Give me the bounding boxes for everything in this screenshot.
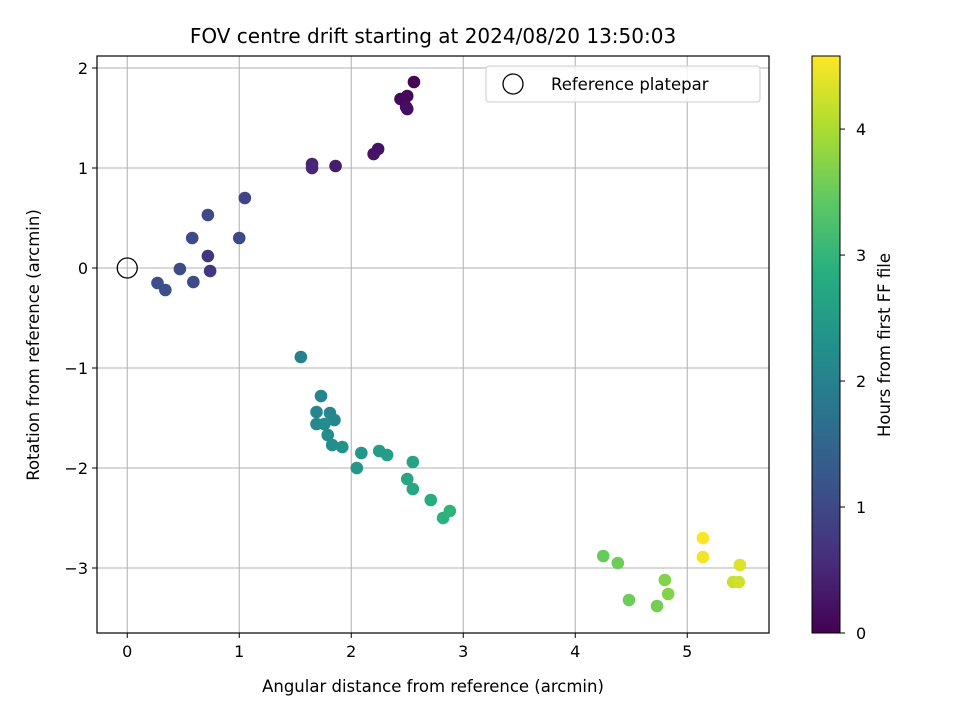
data-point <box>185 231 199 245</box>
data-point <box>696 550 710 564</box>
legend-box <box>485 65 761 103</box>
x-tick-label: 4 <box>570 642 580 661</box>
y-axis-ticks: −3 −2 −1 0 1 2 <box>64 59 97 578</box>
colorbar-tick-label: 2 <box>856 372 866 391</box>
colorbar: 0 1 2 3 4 Hours from first FF file <box>811 55 894 643</box>
reference-platepar-marker <box>116 257 138 279</box>
data-point <box>187 275 200 289</box>
data-point <box>173 262 187 276</box>
data-point <box>329 159 342 173</box>
data-point <box>203 264 217 278</box>
data-point <box>380 448 394 462</box>
data-point <box>350 461 364 475</box>
x-axis-ticks: 0 1 2 3 4 5 <box>122 633 692 661</box>
y-tick-label: −3 <box>64 559 88 578</box>
data-point <box>596 549 610 563</box>
data-point <box>232 231 246 245</box>
data-point <box>400 89 414 103</box>
data-point <box>335 440 349 454</box>
data-point <box>611 556 625 570</box>
y-tick-label: 0 <box>78 259 88 278</box>
data-point <box>406 455 420 469</box>
colorbar-tick-label: 1 <box>856 498 866 517</box>
data-point <box>622 593 636 607</box>
data-point <box>661 587 675 601</box>
x-tick-label: 2 <box>346 642 356 661</box>
data-point <box>314 389 328 403</box>
colorbar-tick-label: 0 <box>856 624 866 643</box>
data-point <box>355 446 368 460</box>
data-point <box>367 147 380 161</box>
y-tick-label: −1 <box>64 359 88 378</box>
grid-lines <box>97 56 769 633</box>
data-point <box>238 191 252 205</box>
data-point <box>294 350 308 364</box>
colorbar-gradient <box>811 55 841 634</box>
data-points <box>116 75 747 613</box>
y-tick-label: 2 <box>78 59 88 78</box>
data-point <box>321 428 335 442</box>
data-point <box>650 599 664 613</box>
data-point <box>328 413 341 427</box>
x-tick-label: 1 <box>234 642 244 661</box>
data-point <box>407 75 421 89</box>
data-point <box>732 575 746 589</box>
data-point <box>400 102 414 116</box>
data-point <box>424 493 438 507</box>
x-tick-label: 5 <box>682 642 692 661</box>
data-point <box>305 161 319 175</box>
chart-title: FOV centre drift starting at 2024/08/20 … <box>190 24 676 48</box>
x-tick-label: 3 <box>458 642 468 661</box>
y-axis-label: Rotation from reference (arcmin) <box>24 209 43 481</box>
data-point <box>733 558 747 572</box>
colorbar-tick-label: 4 <box>856 120 866 139</box>
data-point <box>443 504 457 518</box>
data-point <box>400 472 414 486</box>
data-point <box>201 249 215 263</box>
data-point <box>310 405 323 419</box>
x-axis-label: Angular distance from reference (arcmin) <box>262 677 604 696</box>
data-point <box>406 482 420 496</box>
data-point <box>658 573 672 587</box>
colorbar-label: Hours from first FF file <box>875 253 894 437</box>
data-point <box>318 417 331 431</box>
y-tick-label: 1 <box>78 159 88 178</box>
colorbar-tick-label: 3 <box>856 246 866 265</box>
plot-frame <box>96 55 770 634</box>
data-point <box>159 283 172 297</box>
data-point <box>696 531 710 545</box>
data-point <box>201 208 215 222</box>
legend: Reference platepar <box>485 65 761 103</box>
x-tick-label: 0 <box>122 642 132 661</box>
legend-label: Reference platepar <box>551 75 709 94</box>
data-point <box>325 438 339 452</box>
y-tick-label: −2 <box>64 459 88 478</box>
colorbar-ticks: 0 1 2 3 4 <box>840 120 866 643</box>
legend-marker <box>502 73 524 95</box>
